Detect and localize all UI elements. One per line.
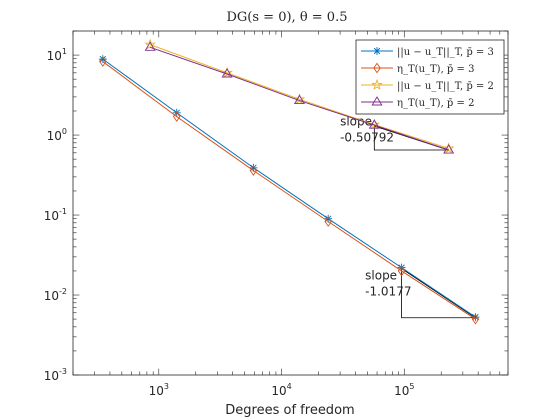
asterisk-marker bbox=[249, 163, 258, 172]
x-tick-base: 10 bbox=[394, 384, 409, 398]
y-tick-label: 10-3 bbox=[44, 367, 67, 383]
x-tick-label: 104 bbox=[271, 382, 291, 398]
star-marker bbox=[293, 93, 306, 105]
slope-triangle-hypotenuse bbox=[401, 268, 476, 319]
series-line bbox=[102, 58, 476, 318]
triangle-marker bbox=[371, 96, 383, 106]
slope-triangle-legs bbox=[373, 125, 449, 151]
y-tick-base: 10 bbox=[47, 49, 62, 63]
x-tick-exponent: 3 bbox=[164, 382, 169, 391]
y-tick-label: 100 bbox=[47, 127, 67, 143]
legend-entry: η_T(u_T), p̄ = 3 bbox=[397, 64, 474, 75]
diamond-marker bbox=[172, 111, 181, 123]
diamond-marker bbox=[249, 165, 258, 176]
y-tick-base: 10 bbox=[44, 369, 59, 383]
x-tick-exponent: 4 bbox=[287, 382, 292, 391]
star-marker bbox=[221, 66, 233, 78]
triangle-marker bbox=[368, 119, 380, 129]
y-tick-base: 10 bbox=[44, 289, 59, 303]
legend-entry: ||u − u_T||_T, p̄ = 2 bbox=[397, 81, 494, 92]
triangle-marker bbox=[144, 41, 156, 51]
legend-entry: ||u − u_T||_T, p̄ = 3 bbox=[397, 47, 494, 58]
x-tick-base: 10 bbox=[149, 384, 164, 398]
triangle-marker bbox=[221, 68, 233, 78]
slope-label: slope bbox=[365, 268, 397, 282]
y-tick-base: 10 bbox=[44, 209, 59, 223]
y-tick-exponent: 1 bbox=[62, 47, 67, 56]
slope-triangle-legs bbox=[401, 268, 476, 319]
star-marker bbox=[442, 142, 455, 154]
y-tick-label: 10-2 bbox=[44, 287, 67, 303]
triangle-marker bbox=[443, 144, 455, 154]
series-3 bbox=[144, 38, 455, 154]
asterisk-marker bbox=[98, 55, 107, 64]
asterisk-marker bbox=[471, 313, 480, 322]
x-tick-label: 103 bbox=[149, 382, 169, 398]
y-tick-exponent: -1 bbox=[59, 207, 67, 216]
y-tick-exponent: 0 bbox=[62, 127, 67, 136]
asterisk-marker bbox=[324, 214, 333, 223]
slope-label: slope bbox=[340, 114, 372, 128]
y-tick-exponent: -2 bbox=[59, 287, 67, 296]
y-tick-base: 10 bbox=[47, 129, 62, 143]
asterisk-marker bbox=[373, 47, 381, 55]
series-line bbox=[102, 61, 476, 320]
legend: ||u − u_T||_T, p̄ = 3 η_T(u_T), p̄ = 3 ||u… bbox=[355, 39, 505, 115]
diamond-marker bbox=[99, 56, 107, 67]
slope-triangles: slope -0.50792 slope -1.0177 bbox=[340, 114, 476, 319]
y-tick-label: 10-1 bbox=[44, 207, 67, 223]
x-tick-label: 105 bbox=[394, 382, 414, 398]
x-tick-exponent: 5 bbox=[409, 382, 414, 391]
series-group bbox=[98, 38, 480, 325]
diamond-marker bbox=[471, 313, 480, 325]
star-marker bbox=[144, 38, 156, 50]
series-4 bbox=[144, 41, 455, 154]
y-tick-label: 101 bbox=[47, 47, 67, 63]
legend-entry: η_T(u_T), p̄ = 2 bbox=[397, 98, 474, 109]
series-2 bbox=[99, 56, 480, 325]
star-marker bbox=[368, 118, 381, 130]
y-tick-exponent: -3 bbox=[59, 367, 67, 376]
diamond-marker bbox=[397, 265, 406, 277]
triangle-marker bbox=[293, 94, 306, 105]
chart-title: DG(s = 0), θ = 0.5 bbox=[227, 10, 348, 25]
series-line bbox=[149, 46, 449, 151]
slope-value: -1.0177 bbox=[365, 284, 411, 298]
series-line bbox=[149, 44, 449, 149]
star-marker bbox=[371, 78, 383, 90]
diamond-marker bbox=[373, 62, 381, 74]
x-axis-label: Degrees of freedom bbox=[225, 403, 354, 418]
slope-value: -0.50792 bbox=[340, 130, 394, 144]
x-tick-base: 10 bbox=[271, 384, 286, 398]
diamond-marker bbox=[324, 216, 332, 227]
asterisk-marker bbox=[397, 263, 406, 272]
